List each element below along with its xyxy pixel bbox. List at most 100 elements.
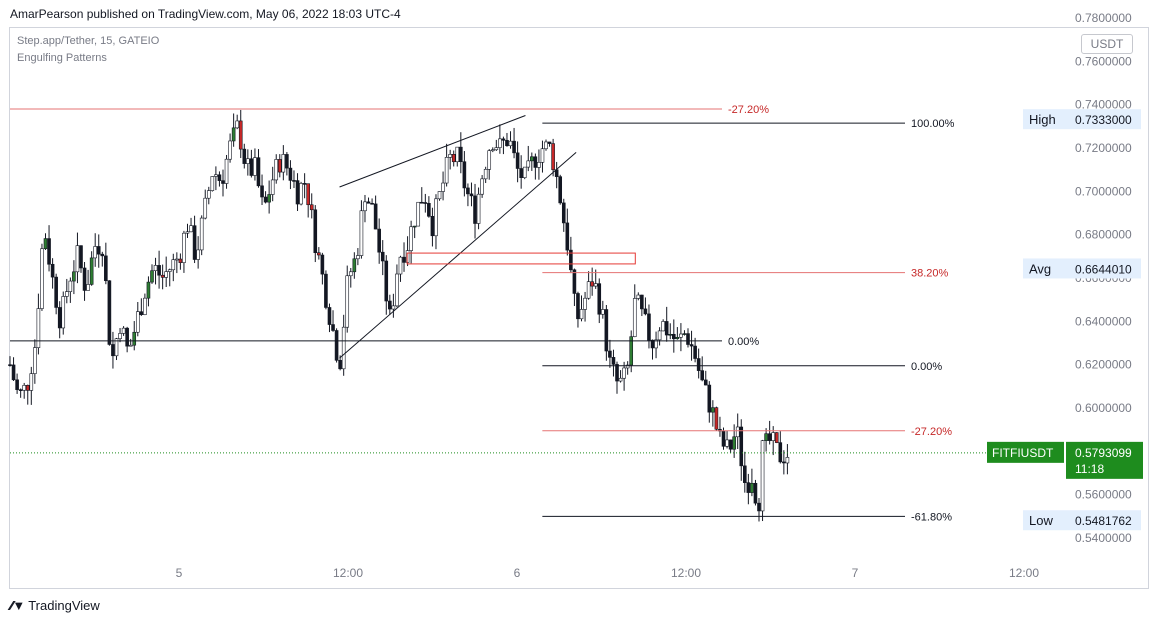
candle-body <box>61 296 66 329</box>
y-tick-label: 0.6000000 <box>1075 401 1132 415</box>
candle-body <box>192 225 197 260</box>
candle-body <box>654 339 658 349</box>
fib-level-label: 0.00% <box>728 336 759 348</box>
x-tick-label: 12:00 <box>671 566 701 580</box>
candle-body <box>327 307 332 325</box>
candle-body <box>277 159 282 173</box>
candle-body <box>377 228 381 253</box>
candle-body <box>650 339 655 349</box>
candle-body <box>725 439 729 447</box>
candle-body <box>530 156 534 162</box>
y-tick-label: 0.5600000 <box>1075 488 1132 502</box>
candle-body <box>185 231 190 234</box>
candle-body <box>618 377 623 382</box>
y-tick-label: 0.7200000 <box>1075 141 1132 155</box>
candle-body <box>380 251 385 262</box>
candle-body <box>561 202 566 224</box>
candle-body <box>643 308 648 315</box>
x-tick-label: 6 <box>514 566 521 580</box>
candle-body <box>459 146 463 163</box>
candle-body <box>288 167 293 181</box>
candle-body <box>473 195 477 224</box>
candle-body <box>384 260 389 302</box>
candle-body <box>334 330 339 361</box>
candle-body <box>128 344 133 347</box>
candle-body <box>689 344 694 347</box>
candle-body <box>18 389 23 391</box>
candle-body <box>253 157 257 176</box>
currency-button[interactable]: USDT <box>1081 34 1133 54</box>
candle-body <box>611 357 616 365</box>
candle-body <box>533 156 538 168</box>
candle-body <box>370 202 374 205</box>
candle-body <box>54 276 58 308</box>
candle-body <box>519 168 523 178</box>
candle-body <box>68 280 73 292</box>
candle-body <box>114 338 119 357</box>
candle-body <box>604 309 609 352</box>
y-tick-label: 0.7400000 <box>1075 98 1132 112</box>
candle-body <box>700 370 705 381</box>
candle-body <box>125 327 129 347</box>
candle-body <box>373 203 378 230</box>
candle-body <box>494 147 499 151</box>
indicator-legend[interactable]: Engulfing Patterns <box>17 52 107 64</box>
marker-value: 0.6644010 <box>1075 262 1132 276</box>
candle-body <box>96 246 101 255</box>
candle-body <box>210 176 215 191</box>
y-tick-label: 0.6200000 <box>1075 358 1132 372</box>
footer-brand[interactable]: ⁄⁄▼ TradingView <box>10 598 100 613</box>
candle-body <box>199 217 204 251</box>
candle-body <box>782 461 786 464</box>
candle-body <box>672 333 676 340</box>
x-tick-label: 12:00 <box>333 566 363 580</box>
candle-body <box>281 154 286 173</box>
candle-body <box>434 198 438 237</box>
y-tick-label: 0.7800000 <box>1075 11 1132 25</box>
y-tick-label: 0.7600000 <box>1075 54 1132 68</box>
marker-label: High <box>1029 112 1056 127</box>
marker-label: Avg <box>1029 261 1051 276</box>
candle-body <box>338 360 342 370</box>
candle-body <box>89 257 94 285</box>
candle-body <box>721 430 726 447</box>
marker-label: Low <box>1029 513 1053 528</box>
candle-body <box>196 249 200 260</box>
candle-body <box>647 313 651 341</box>
candle-body <box>135 311 140 333</box>
candle-body <box>359 210 364 256</box>
candle-body <box>246 158 250 164</box>
candle-body <box>249 158 254 176</box>
candle-body <box>317 252 321 256</box>
wedge-trendline <box>339 115 526 188</box>
candle-body <box>590 281 594 287</box>
candle-body <box>785 457 790 464</box>
candle-body <box>490 149 495 152</box>
candle-body <box>57 307 62 329</box>
candle-body <box>505 139 509 147</box>
fib-level-label: 100.00% <box>911 118 955 130</box>
candle-body <box>565 222 570 251</box>
candle-body <box>416 201 421 227</box>
candle-body <box>409 226 413 251</box>
candle-body <box>118 333 122 340</box>
candle-body <box>771 432 776 441</box>
symbol-legend[interactable]: Step.app/Tether, 15, GATEIO <box>17 35 160 47</box>
candle-body <box>746 482 751 493</box>
candle-body <box>679 333 683 338</box>
candle-body <box>395 273 399 307</box>
candle-body <box>306 183 310 206</box>
candle-body <box>707 384 712 413</box>
marker-badge <box>1023 510 1141 531</box>
candle-body <box>703 379 708 386</box>
candle-body <box>668 333 673 336</box>
last-price-value: 0.5793099 <box>1075 446 1132 460</box>
candle-body <box>143 297 147 315</box>
candle-body <box>753 482 758 504</box>
candle-body <box>299 183 303 205</box>
candle-body <box>29 373 34 391</box>
candle-body <box>366 201 371 204</box>
candle-body <box>341 326 346 370</box>
candle-body <box>657 330 662 341</box>
